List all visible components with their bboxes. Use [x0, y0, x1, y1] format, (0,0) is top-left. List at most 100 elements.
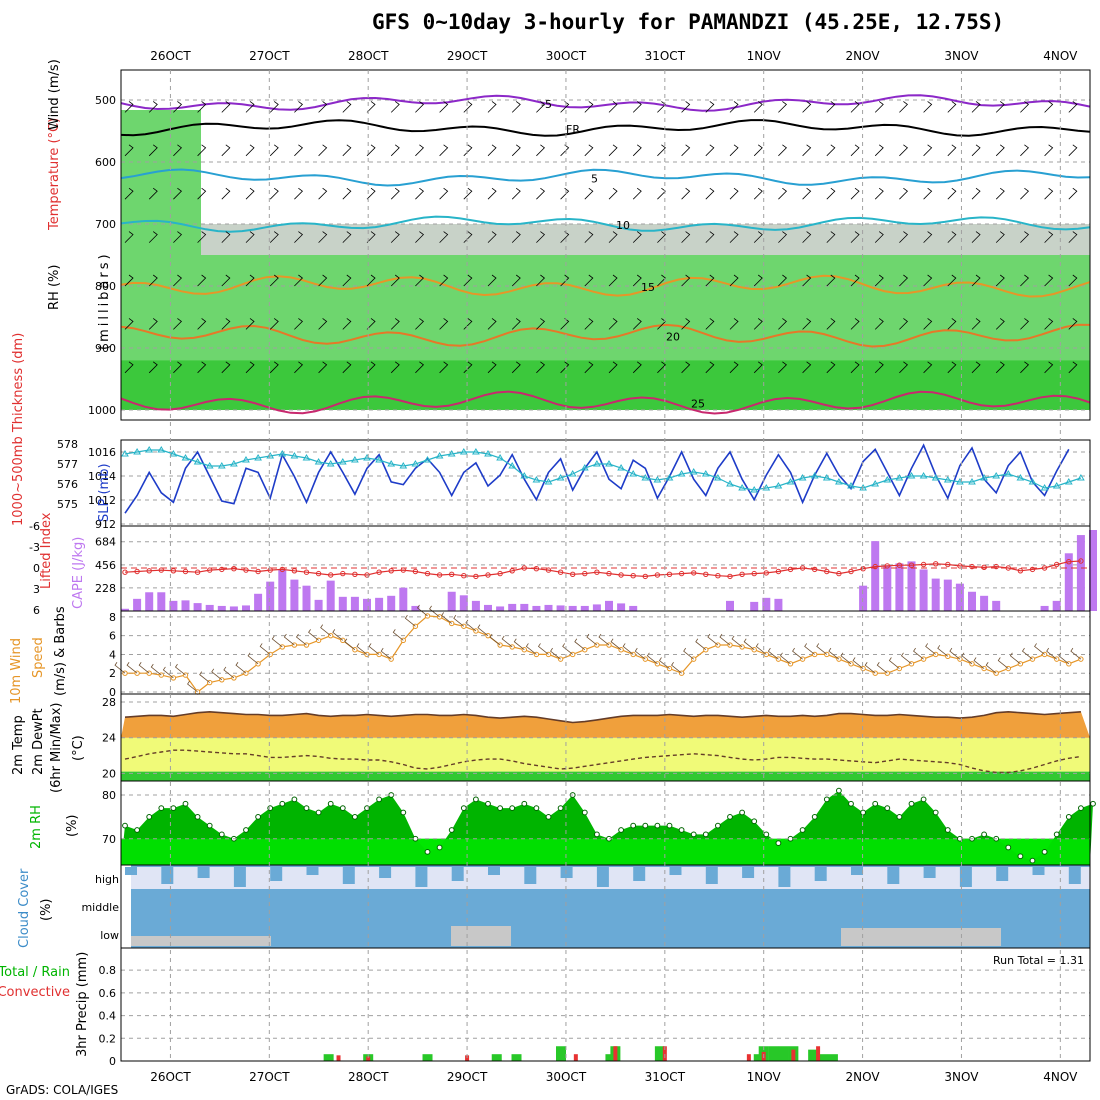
wind10-label-2: Speed [31, 637, 46, 678]
thickness-point [798, 474, 807, 481]
lifted-index-point [594, 569, 600, 575]
wind-barb [657, 101, 667, 113]
lifted-index-point [328, 572, 334, 578]
rh2m-point [848, 800, 854, 807]
cape-bar [375, 597, 384, 611]
cape-bar [544, 604, 553, 611]
temp2m-tick-label: 24 [102, 732, 116, 745]
high-cloud-bar [887, 867, 900, 884]
high-cloud-bar [996, 867, 1009, 881]
precip-total-bar [323, 1054, 334, 1061]
cape-bar [338, 596, 347, 611]
wind-barb [366, 318, 376, 330]
wind-barb [971, 318, 981, 330]
slp-tick-label: 1016 [88, 446, 116, 459]
thickness-point [266, 452, 275, 459]
lifted-index-point [630, 573, 636, 579]
wind10-barb [1009, 652, 1021, 665]
wind-barb [826, 361, 836, 374]
wind-barb [148, 318, 158, 330]
wind-barb [342, 231, 352, 243]
wind10-barb [586, 633, 598, 646]
lifted-index-tick-label: -3 [29, 541, 40, 554]
wind-barb [753, 101, 763, 113]
wind10-barb [671, 661, 682, 674]
wind-barb [681, 274, 691, 287]
wind-barb [245, 187, 255, 200]
precip-total-label: Total / Rain [0, 965, 70, 980]
wind-barb [584, 361, 594, 374]
thickness-point [338, 458, 347, 465]
temp2m-tick-label: 20 [102, 767, 116, 780]
cape-bar [508, 603, 517, 611]
rh2m-unit: (%) [65, 815, 80, 838]
wind-barb [124, 231, 134, 243]
wind-barb [681, 361, 691, 374]
wind-barb [366, 101, 376, 113]
rh2m-point [279, 800, 286, 807]
wind-barb [923, 361, 933, 374]
lifted-index-tick-label: 0 [33, 562, 40, 575]
thickness-point [351, 456, 359, 463]
wind-barb [415, 274, 425, 287]
lifted-index-point [920, 561, 927, 568]
wind-barb [560, 187, 570, 200]
wind-barb [487, 274, 497, 287]
lifted-index-point [703, 571, 709, 577]
wind-barb [899, 231, 909, 243]
lifted-index-point [509, 568, 515, 574]
thickness-point [641, 474, 650, 481]
bottom-date-label: 31OCT [645, 1070, 686, 1084]
wind-barb [705, 361, 715, 374]
wind-barb [366, 187, 376, 200]
wind-barb [947, 101, 957, 113]
wind-barb [1068, 274, 1078, 287]
rh2m-point [630, 822, 637, 829]
wind-barb [318, 274, 328, 287]
rh2m-point [1053, 831, 1060, 838]
precip-total-bar [654, 1046, 665, 1061]
thickness-point [580, 464, 589, 471]
wind-barb [221, 318, 231, 330]
cloud-level-label: middle [81, 901, 119, 914]
lifted-index-point [945, 561, 951, 568]
wind-barb [995, 361, 1005, 374]
wind10-barb [900, 652, 912, 665]
rh2m-point [690, 831, 697, 838]
rh2m-point [799, 827, 806, 833]
wind-barb [342, 101, 352, 113]
wind10-barb [477, 624, 489, 636]
cloud-unit: (%) [39, 899, 54, 922]
wind-barb [124, 101, 134, 113]
cape-bar [532, 605, 541, 611]
cape-bar [859, 585, 868, 611]
lifted-index-point [884, 563, 890, 569]
wind-barb [487, 101, 497, 113]
lifted-index-tick-label: -6 [29, 520, 40, 533]
thickness-point [847, 482, 855, 489]
high-cloud-bar [161, 867, 174, 884]
wind-barb [1068, 101, 1078, 113]
wind-barb [850, 318, 860, 330]
lifted-index-point [134, 568, 140, 575]
wind-barb [850, 187, 860, 200]
rh2m-point [460, 805, 467, 812]
lifted-index-point [715, 573, 721, 579]
wind-barb [753, 144, 763, 157]
wind-barb [1020, 274, 1030, 287]
wind10-barb [779, 652, 791, 665]
wind10-barb [973, 657, 985, 669]
wind-barb [729, 231, 739, 243]
wind-barb [415, 144, 425, 157]
lifted-index-point [570, 571, 576, 577]
wind-barb [463, 318, 473, 330]
wind10-barb [634, 647, 646, 660]
lifted-index-point [182, 568, 189, 575]
wind-barb [318, 144, 328, 157]
precip-total-bar [818, 1054, 829, 1061]
wind-barb [608, 101, 618, 113]
cape-bar [266, 581, 275, 611]
rh2m-low-band [121, 838, 1090, 865]
lifted-index-point [1078, 558, 1084, 564]
thickness-point [145, 446, 154, 453]
